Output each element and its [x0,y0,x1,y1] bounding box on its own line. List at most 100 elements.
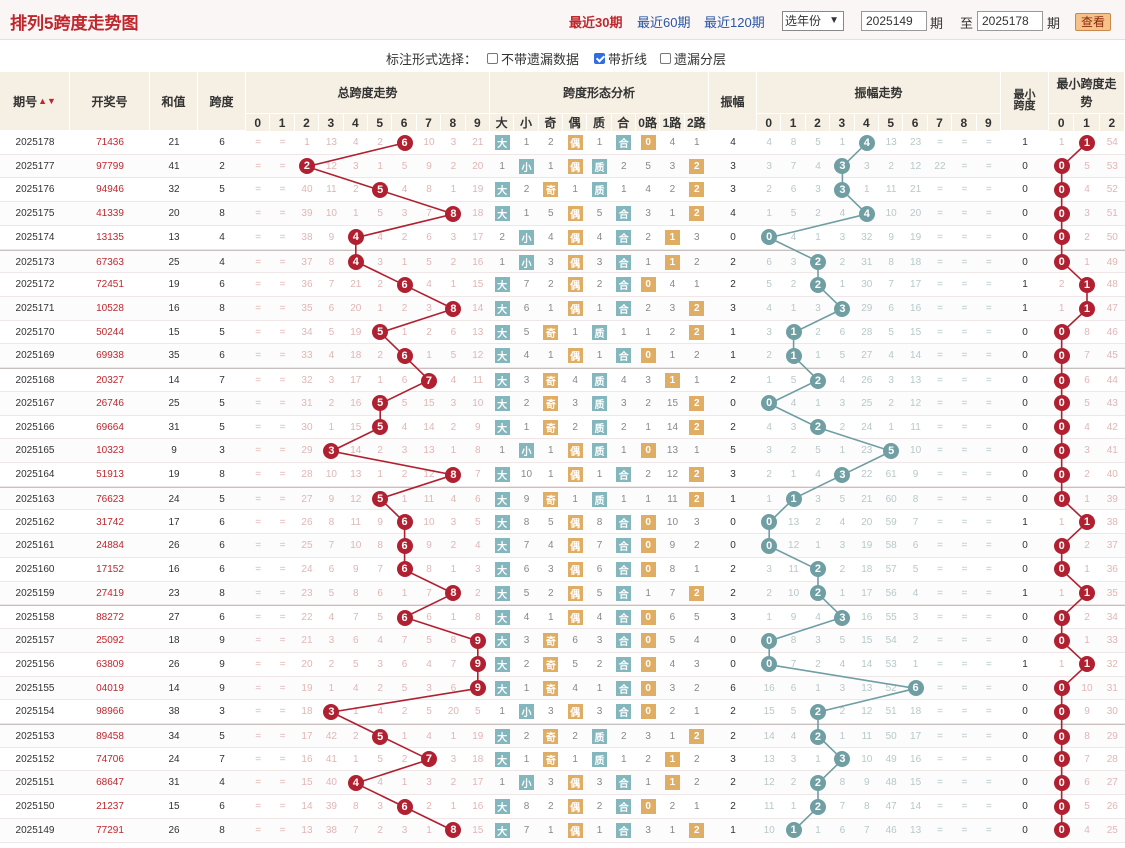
shape-tag: 质 [591,419,607,435]
option-text: 不带遗漏数据 [501,52,580,67]
span-cell: 5 [219,184,225,196]
omission-cell: 1 [377,160,383,172]
amp-omission-cell: 15 [763,706,775,718]
shape-omission-cell: 2 [694,753,700,765]
sum-cell: 19 [168,279,180,291]
span-ball-marker: 5 [372,728,389,745]
period-link-60[interactable]: 最近60期 [637,15,691,30]
issue-cell: 2025168 [15,375,55,387]
shape-omission-cell: 2 [572,421,578,433]
draw-cell: 21237 [96,801,124,813]
min-span-cell: 0 [1022,375,1028,387]
sum-cell: 24 [168,753,180,765]
span-ball-marker: 8 [445,585,462,602]
shape-tag: 合 [616,680,632,696]
amp-omission-cell: = [961,445,968,457]
checkbox-icon[interactable] [660,53,671,64]
shape-omission-cell: 3 [645,208,651,220]
shape-cell: 偶 [563,795,587,818]
span-cell: 8 [219,208,225,220]
draw-cell: 69938 [96,350,124,362]
sum-cell: 21 [168,137,180,148]
option-polyline[interactable]: 带折线 [594,49,647,68]
amp-omission-cell: = [961,256,968,268]
draw-cell: 68647 [96,777,124,789]
omission-cell: 1 [377,303,383,315]
header-shape-col: 小 [514,114,539,131]
amp-omission-cell: 1 [790,303,797,315]
amp-ball: 1 [781,344,805,367]
draw-cell: 41339 [96,208,124,220]
shape-cell: 大 [490,202,514,225]
min-span-cell: 0 [1022,493,1028,505]
amp-omission-cell: 30 [861,279,873,291]
min-omission-cell: 34 [1106,612,1118,624]
sort-icon[interactable]: ▲▼ [38,96,56,106]
amp-omission-cell: 7 [888,279,894,291]
omission-cell: 4 [328,350,335,362]
span-cell: 5 [219,397,225,409]
span-ball-marker: 4 [347,774,364,791]
amp-omission-cell: 10 [910,445,922,457]
shape-omission-cell: 2 [596,801,603,813]
sum-cell: 18 [168,635,180,647]
amp-cell: 4 [730,208,736,220]
amp-cell: 2 [730,587,736,599]
shape-omission-cell: 8 [523,801,530,813]
shape-cell: 大 [490,582,514,605]
shape-tag: 2 [689,419,705,435]
omission-cell: 14 [301,801,313,813]
amp-ball: 2 [806,771,830,794]
issue-cell: 2025176 [15,184,55,196]
header-issue[interactable]: 期号 ▲▼ [0,72,70,131]
shape-cell: 大 [490,677,514,700]
checkbox-icon[interactable] [487,53,498,64]
amp-omission-cell: = [961,350,968,362]
shape-tag: 2 [689,395,705,411]
header-span-digit: 2 [294,114,320,131]
year-select[interactable]: 选年份 ▼ [782,11,844,31]
from-issue-input[interactable]: 2025149 [861,11,927,31]
amp-omission-cell: 22 [861,469,873,481]
shape-omission-cell: 3 [548,777,554,789]
amp-omission-cell: = [961,801,968,813]
min-ball: 0 [1049,725,1074,748]
amp-omission-cell: = [961,516,968,528]
sum-cell: 15 [168,801,180,813]
checkbox-checked-icon[interactable] [594,53,605,64]
shape-omission-cell: 1 [669,824,676,836]
period-link-30[interactable]: 最近30期 [569,15,623,30]
amp-cell: 6 [730,682,736,694]
span-cell: 5 [219,421,225,433]
shape-cell: 合 [612,629,636,652]
min-ball-marker: 0 [1053,466,1070,483]
header-amp: 振幅 [709,72,757,131]
amp-omission-cell: 2 [839,256,846,268]
option-no-omission[interactable]: 不带遗漏数据 [487,49,579,68]
amp-omission-cell: 1 [839,731,846,742]
amp-ball-marker: 0 [761,229,778,246]
option-layered[interactable]: 遗漏分层 [660,49,726,68]
amp-ball-marker: 2 [809,419,826,436]
amp-omission-cell: 1 [815,540,821,552]
shape-cell: 2 [685,463,709,486]
span-cell: 9 [219,658,225,670]
period-link-120[interactable]: 最近120期 [704,15,765,30]
shape-omission-cell: 1 [596,350,603,362]
shape-omission-cell: 4 [669,658,676,670]
min-ball: 1 [1074,511,1099,534]
to-issue-input[interactable]: 2025178 [977,11,1043,31]
shape-omission-cell: 1 [572,493,578,505]
shape-cell: 大 [490,534,514,557]
amp-omission-cell: 3 [815,303,821,315]
draw-cell: 63809 [96,658,124,670]
omission-cell: 7 [353,612,359,624]
view-button[interactable]: 查看 [1075,13,1111,31]
omission-cell: = [279,303,286,315]
shape-omission-cell: 7 [669,587,676,599]
shape-omission-cell: 5 [694,612,700,624]
amp-omission-cell: 12 [763,777,775,789]
amp-omission-cell: 5 [766,279,772,291]
min-ball-marker: 0 [1053,324,1070,341]
omission-cell: 2 [377,137,383,148]
